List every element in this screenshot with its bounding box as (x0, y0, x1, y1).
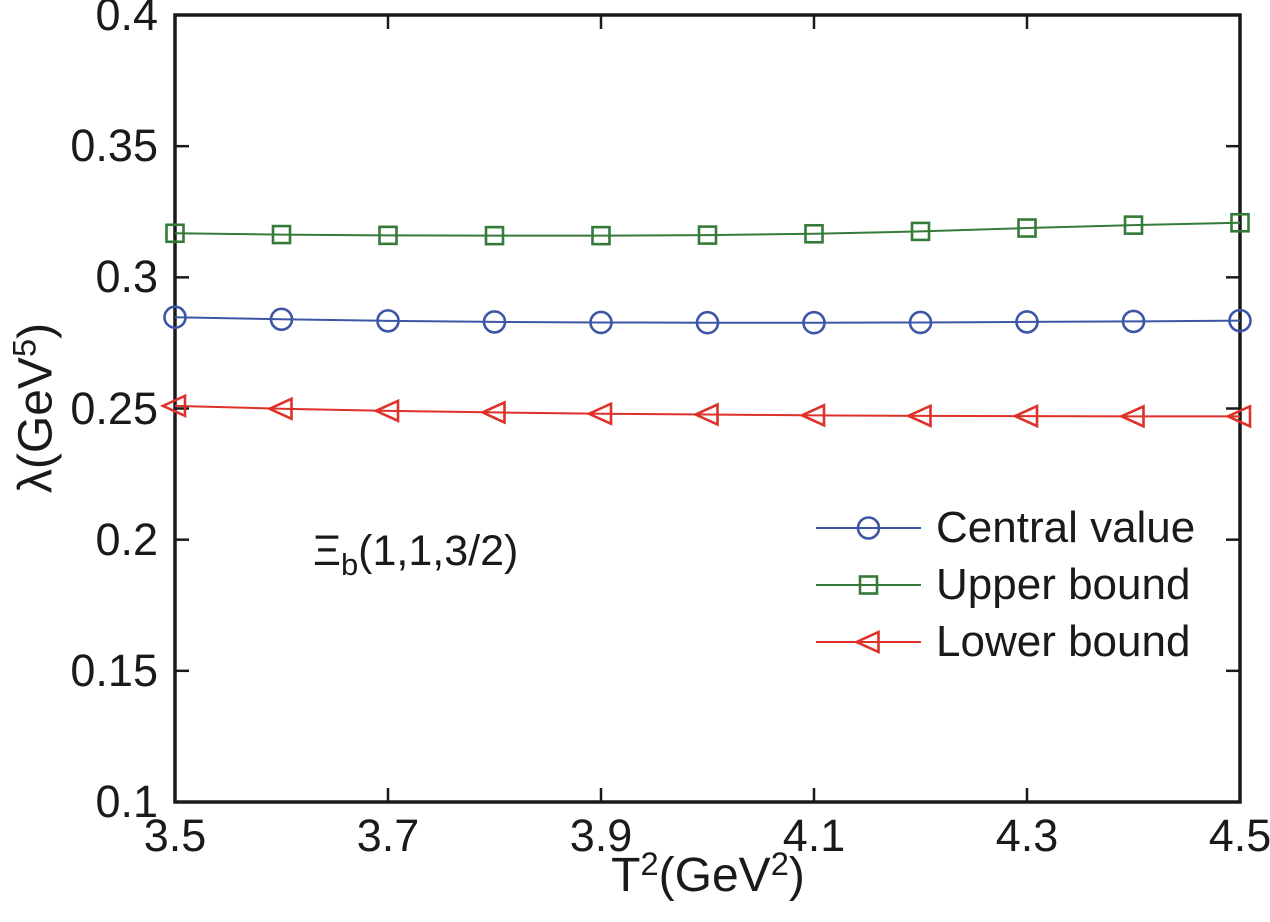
xi-symbol: Ξ (313, 527, 341, 575)
series-marker-lower-bound (372, 398, 400, 423)
state-annotation: Ξb(1,1,3/2) (313, 527, 519, 582)
xi-arguments: (1,1,3/2) (358, 527, 519, 575)
series-marker-central-value (695, 310, 720, 335)
series-marker-central-value (802, 310, 826, 335)
series-marker-lower-bound (692, 402, 719, 427)
series-marker-central-value (1228, 308, 1252, 333)
series-marker-lower-bound (798, 403, 826, 428)
series-line-lower-bound (174, 404, 1240, 418)
series-marker-lower-bound (1011, 404, 1039, 429)
x-axis-label: T2(GeV2) (508, 844, 908, 903)
series-marker-central-value (376, 309, 400, 333)
y-axis-label-close: ) (9, 322, 63, 339)
series-marker-lower-bound (479, 400, 506, 425)
series-marker-upper-bound (591, 225, 611, 246)
x-tick-label: 3.5 (143, 810, 207, 861)
series-marker-upper-bound (910, 221, 931, 242)
series-marker-lower-bound (905, 403, 932, 428)
x-tick-label: 4.3 (995, 810, 1059, 861)
series-marker-upper-bound (1017, 218, 1037, 238)
legend-label-lower-bound: Lower bound (936, 617, 1191, 666)
series-marker-upper-bound (271, 224, 292, 245)
x-tick-label: 4.1 (782, 810, 846, 861)
series-marker-lower-bound (266, 396, 293, 421)
series-marker-upper-bound (378, 225, 398, 246)
y-axis-label-superscript: 5 (5, 338, 43, 358)
y-tick-label: 0.15 (70, 644, 158, 696)
xi-subscript: b (340, 546, 359, 582)
x-tick-label: 3.9 (569, 810, 633, 861)
legend-marker-lower-bound (853, 629, 880, 655)
series-marker-upper-bound (1123, 215, 1144, 235)
y-tick-label: 0.4 (95, 0, 158, 40)
series-marker-upper-bound (165, 223, 185, 244)
legend-marker-central-value (856, 516, 881, 540)
legend-label-central-value: Central value (936, 503, 1196, 552)
series-marker-central-value (1121, 309, 1146, 334)
y-tick-label: 0.25 (70, 382, 158, 434)
legend-label-upper-bound: Upper bound (936, 560, 1191, 609)
series-marker-central-value (269, 307, 294, 332)
series-marker-central-value (482, 310, 507, 334)
x-tick-label: 3.7 (356, 810, 420, 861)
series-marker-central-value (1015, 310, 1039, 334)
y-tick-label: 0.1 (95, 776, 158, 827)
series-line-central-value (174, 316, 1241, 324)
x-axis-label-unit: (GeV (658, 849, 771, 902)
series-marker-lower-bound (585, 401, 613, 426)
y-tick-label: 0.3 (95, 251, 158, 303)
y-tick-label: 0.35 (70, 120, 158, 172)
y-tick-label: 0.2 (95, 513, 158, 565)
series-marker-lower-bound (159, 393, 187, 418)
legend-marker-upper-bound (858, 575, 879, 595)
series-marker-central-value (589, 310, 613, 335)
series-marker-central-value (908, 310, 933, 335)
series-marker-upper-bound (804, 223, 824, 244)
x-axis-label-base: T (611, 849, 641, 902)
x-tick-label: 4.5 (1208, 810, 1270, 861)
x-axis-label-unit-superscript: 2 (770, 844, 789, 882)
series-line-upper-bound (174, 221, 1241, 237)
series-marker-upper-bound (1230, 212, 1250, 233)
x-axis-label-close: ) (788, 849, 805, 902)
x-axis-label-superscript: 2 (640, 844, 659, 882)
series-marker-upper-bound (697, 225, 718, 245)
series-marker-upper-bound (484, 225, 505, 246)
series-marker-central-value (163, 305, 187, 330)
series-marker-lower-bound (1224, 404, 1252, 429)
series-marker-lower-bound (1118, 404, 1145, 429)
